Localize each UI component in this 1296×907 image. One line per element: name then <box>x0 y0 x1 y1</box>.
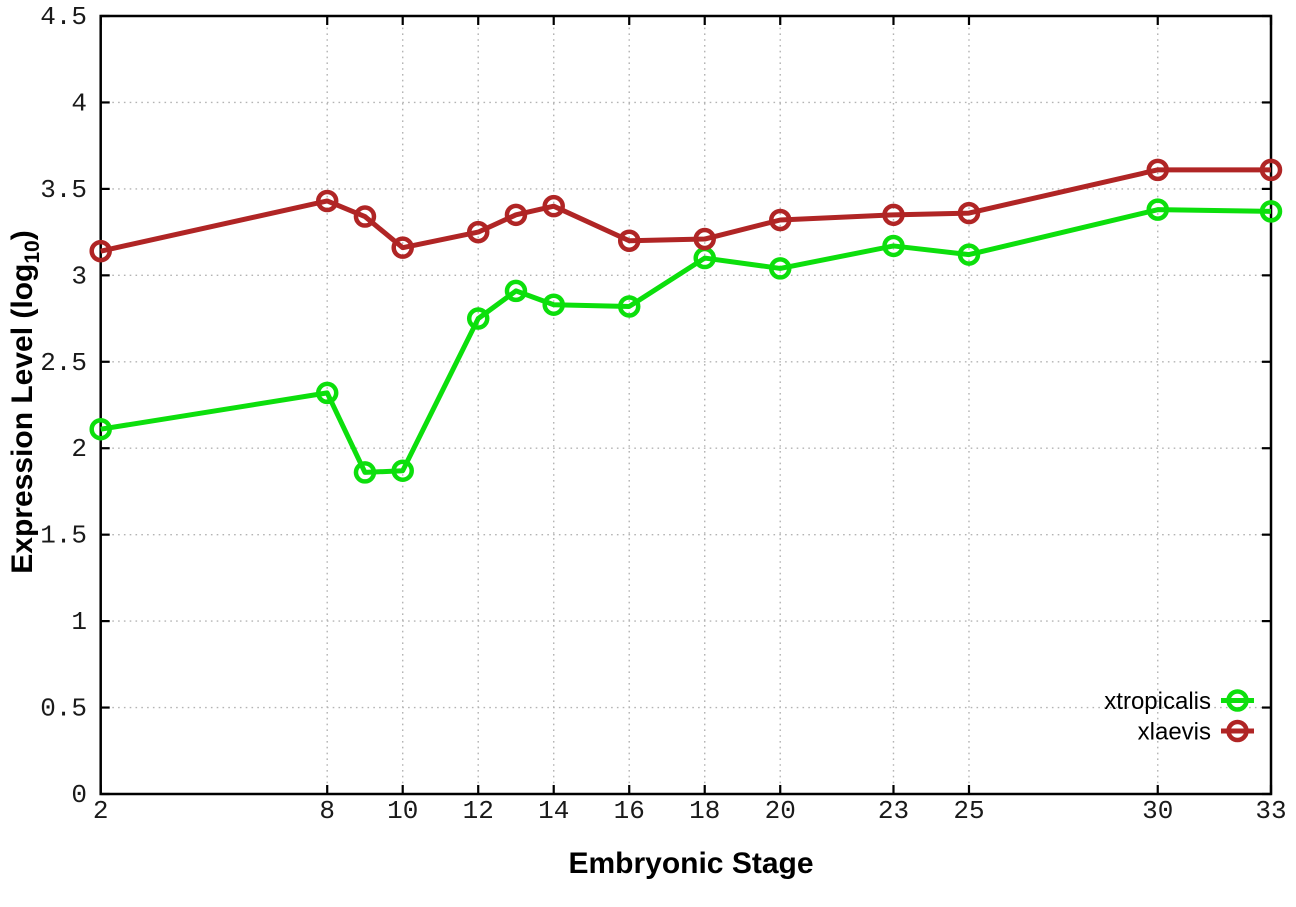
y-tick-label: 4 <box>71 88 87 118</box>
x-tick-label: 25 <box>953 796 984 826</box>
series-point-xlaevis <box>1146 158 1169 182</box>
series-line-xlaevis <box>100 167 1271 254</box>
series-point-xlaevis <box>466 220 490 244</box>
y-tick-label: 3.5 <box>40 175 87 205</box>
series-point-xtropicalis <box>882 234 905 258</box>
series-point-xlaevis <box>617 229 641 253</box>
y-tick-label: 2 <box>71 434 87 464</box>
series-point-xtropicalis <box>617 295 641 318</box>
series-point-xlaevis <box>542 194 565 218</box>
x-tick-label: 20 <box>765 796 796 826</box>
series-point-xtropicalis <box>1259 200 1283 223</box>
y-tick-label: 1 <box>71 607 87 637</box>
y-axis-title-suffix: ) <box>6 230 39 240</box>
series-point-xtropicalis <box>89 417 112 441</box>
series-point-xlaevis <box>768 208 792 232</box>
series-point-xlaevis <box>693 227 716 251</box>
legend-sample-marker-xlaevis <box>1226 719 1249 743</box>
y-tick-label: 4.5 <box>40 2 87 32</box>
series-point-xtropicalis <box>1146 198 1169 221</box>
x-tick-label: 30 <box>1142 796 1173 826</box>
series-point-xtropicalis <box>466 307 490 330</box>
legend-label-xlaevis: xlaevis <box>1138 719 1211 746</box>
grid-lines <box>100 16 1271 794</box>
y-axis-title: Expression Level (log10) <box>6 230 44 573</box>
series-point-xlaevis <box>391 236 414 259</box>
data-series <box>89 158 1283 484</box>
series-line-xtropicalis <box>100 207 1272 475</box>
plot-border <box>99 14 1273 796</box>
y-axis-title-main: Expression Level (log <box>6 264 39 574</box>
series-point-xlaevis <box>957 201 981 225</box>
series-point-xlaevis <box>315 189 339 213</box>
series-point-xtropicalis <box>391 459 414 482</box>
x-tick-label: 10 <box>387 796 418 826</box>
x-tick-label: 12 <box>463 796 494 826</box>
axis-ticks <box>99 14 1273 796</box>
y-tick-label: 1.5 <box>40 521 87 551</box>
series-point-xtropicalis <box>315 381 339 405</box>
y-tick-label: 0.5 <box>40 694 87 724</box>
series-point-xlaevis <box>882 203 905 227</box>
x-tick-label: 18 <box>689 796 720 826</box>
y-tick-label: 2.5 <box>40 348 87 378</box>
series-point-xlaevis <box>89 239 112 263</box>
x-tick-label: 33 <box>1255 796 1286 826</box>
series-point-xlaevis <box>1259 158 1283 182</box>
series-point-xtropicalis <box>353 461 377 484</box>
x-axis-title: Embryonic Stage <box>568 847 813 880</box>
axis-tick-labels: 2 8 10 12 14 16 18 20 23 25 30 33 0 0.5 1 1.5 2 2.5 3 3.5 4 4… <box>40 2 1286 826</box>
plot-border-rect <box>99 14 1273 796</box>
series-point-xtropicalis <box>504 279 528 303</box>
legend-sample-markers <box>1221 689 1254 743</box>
series-point-xtropicalis <box>768 257 792 280</box>
x-tick-label: 16 <box>614 796 645 826</box>
legend-label-xtropicalis: xtropicalis <box>1104 688 1211 715</box>
legend-sample-marker-xtropicalis <box>1226 689 1249 712</box>
series-point-xlaevis <box>353 205 377 228</box>
series-point-xtropicalis <box>542 293 565 316</box>
legend: xtropicalis xlaevis <box>1104 688 1254 746</box>
y-tick-label: 0 <box>71 780 87 810</box>
series-point-xtropicalis <box>957 243 981 266</box>
y-axis-title-subscript: 10 <box>21 240 44 263</box>
x-tick-label: 2 <box>93 796 109 826</box>
x-tick-label: 8 <box>319 796 335 826</box>
y-tick-label: 3 <box>71 261 87 291</box>
x-tick-label: 14 <box>538 796 569 826</box>
series-point-xlaevis <box>504 203 528 227</box>
x-tick-label: 23 <box>878 796 909 826</box>
